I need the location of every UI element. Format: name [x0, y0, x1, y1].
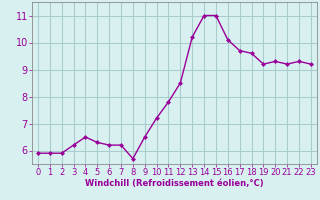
X-axis label: Windchill (Refroidissement éolien,°C): Windchill (Refroidissement éolien,°C) [85, 179, 264, 188]
